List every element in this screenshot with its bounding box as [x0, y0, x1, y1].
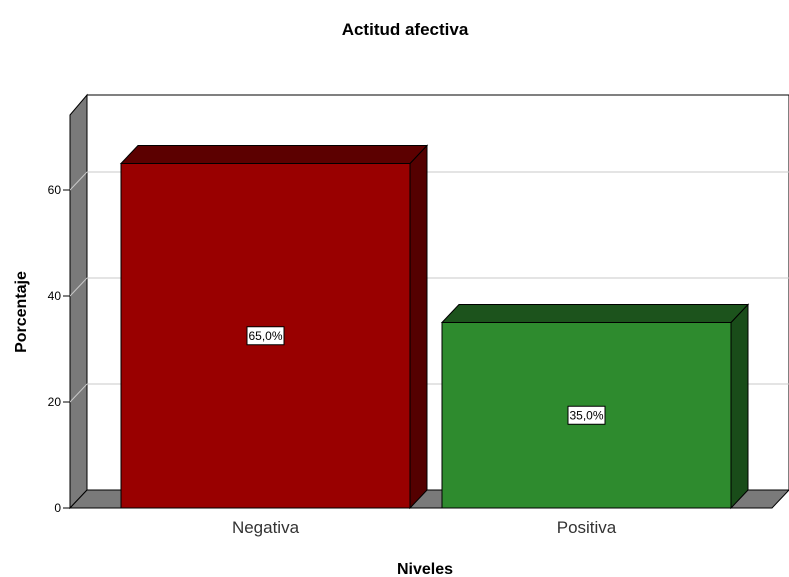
data-label-box [246, 326, 285, 346]
data-label: 35,0% [569, 408, 603, 422]
bar-top [440, 304, 750, 323]
x-axis: Negativa Positiva [232, 518, 617, 537]
y-axis: 0 20 40 60 [48, 183, 70, 515]
x-axis-title: Niveles [397, 561, 453, 577]
data-label: 65,0% [248, 329, 282, 343]
bar-side [409, 144, 428, 510]
bar-negativa: 65,0% [119, 144, 429, 510]
data-label-box [567, 405, 606, 425]
x-tick-label: Positiva [557, 518, 617, 537]
chart-title: Actitud afectiva [342, 20, 469, 39]
gridline-wall [69, 171, 88, 191]
y-tick-label: 20 [48, 395, 62, 409]
x-tick-label: Negativa [232, 518, 300, 537]
bars: 65,0% 35,0% [119, 144, 750, 510]
y-tick-label: 40 [48, 289, 62, 303]
y-tick-label: 0 [54, 501, 61, 515]
y-tick-label: 60 [48, 183, 62, 197]
bar-top [119, 145, 429, 164]
gridline-wall [69, 383, 88, 403]
gridline-wall [69, 277, 88, 297]
bar-side [730, 303, 749, 510]
y-axis-title: Porcentaje [13, 271, 30, 353]
left-wall [69, 93, 88, 510]
bar-positiva: 35,0% [440, 303, 750, 510]
